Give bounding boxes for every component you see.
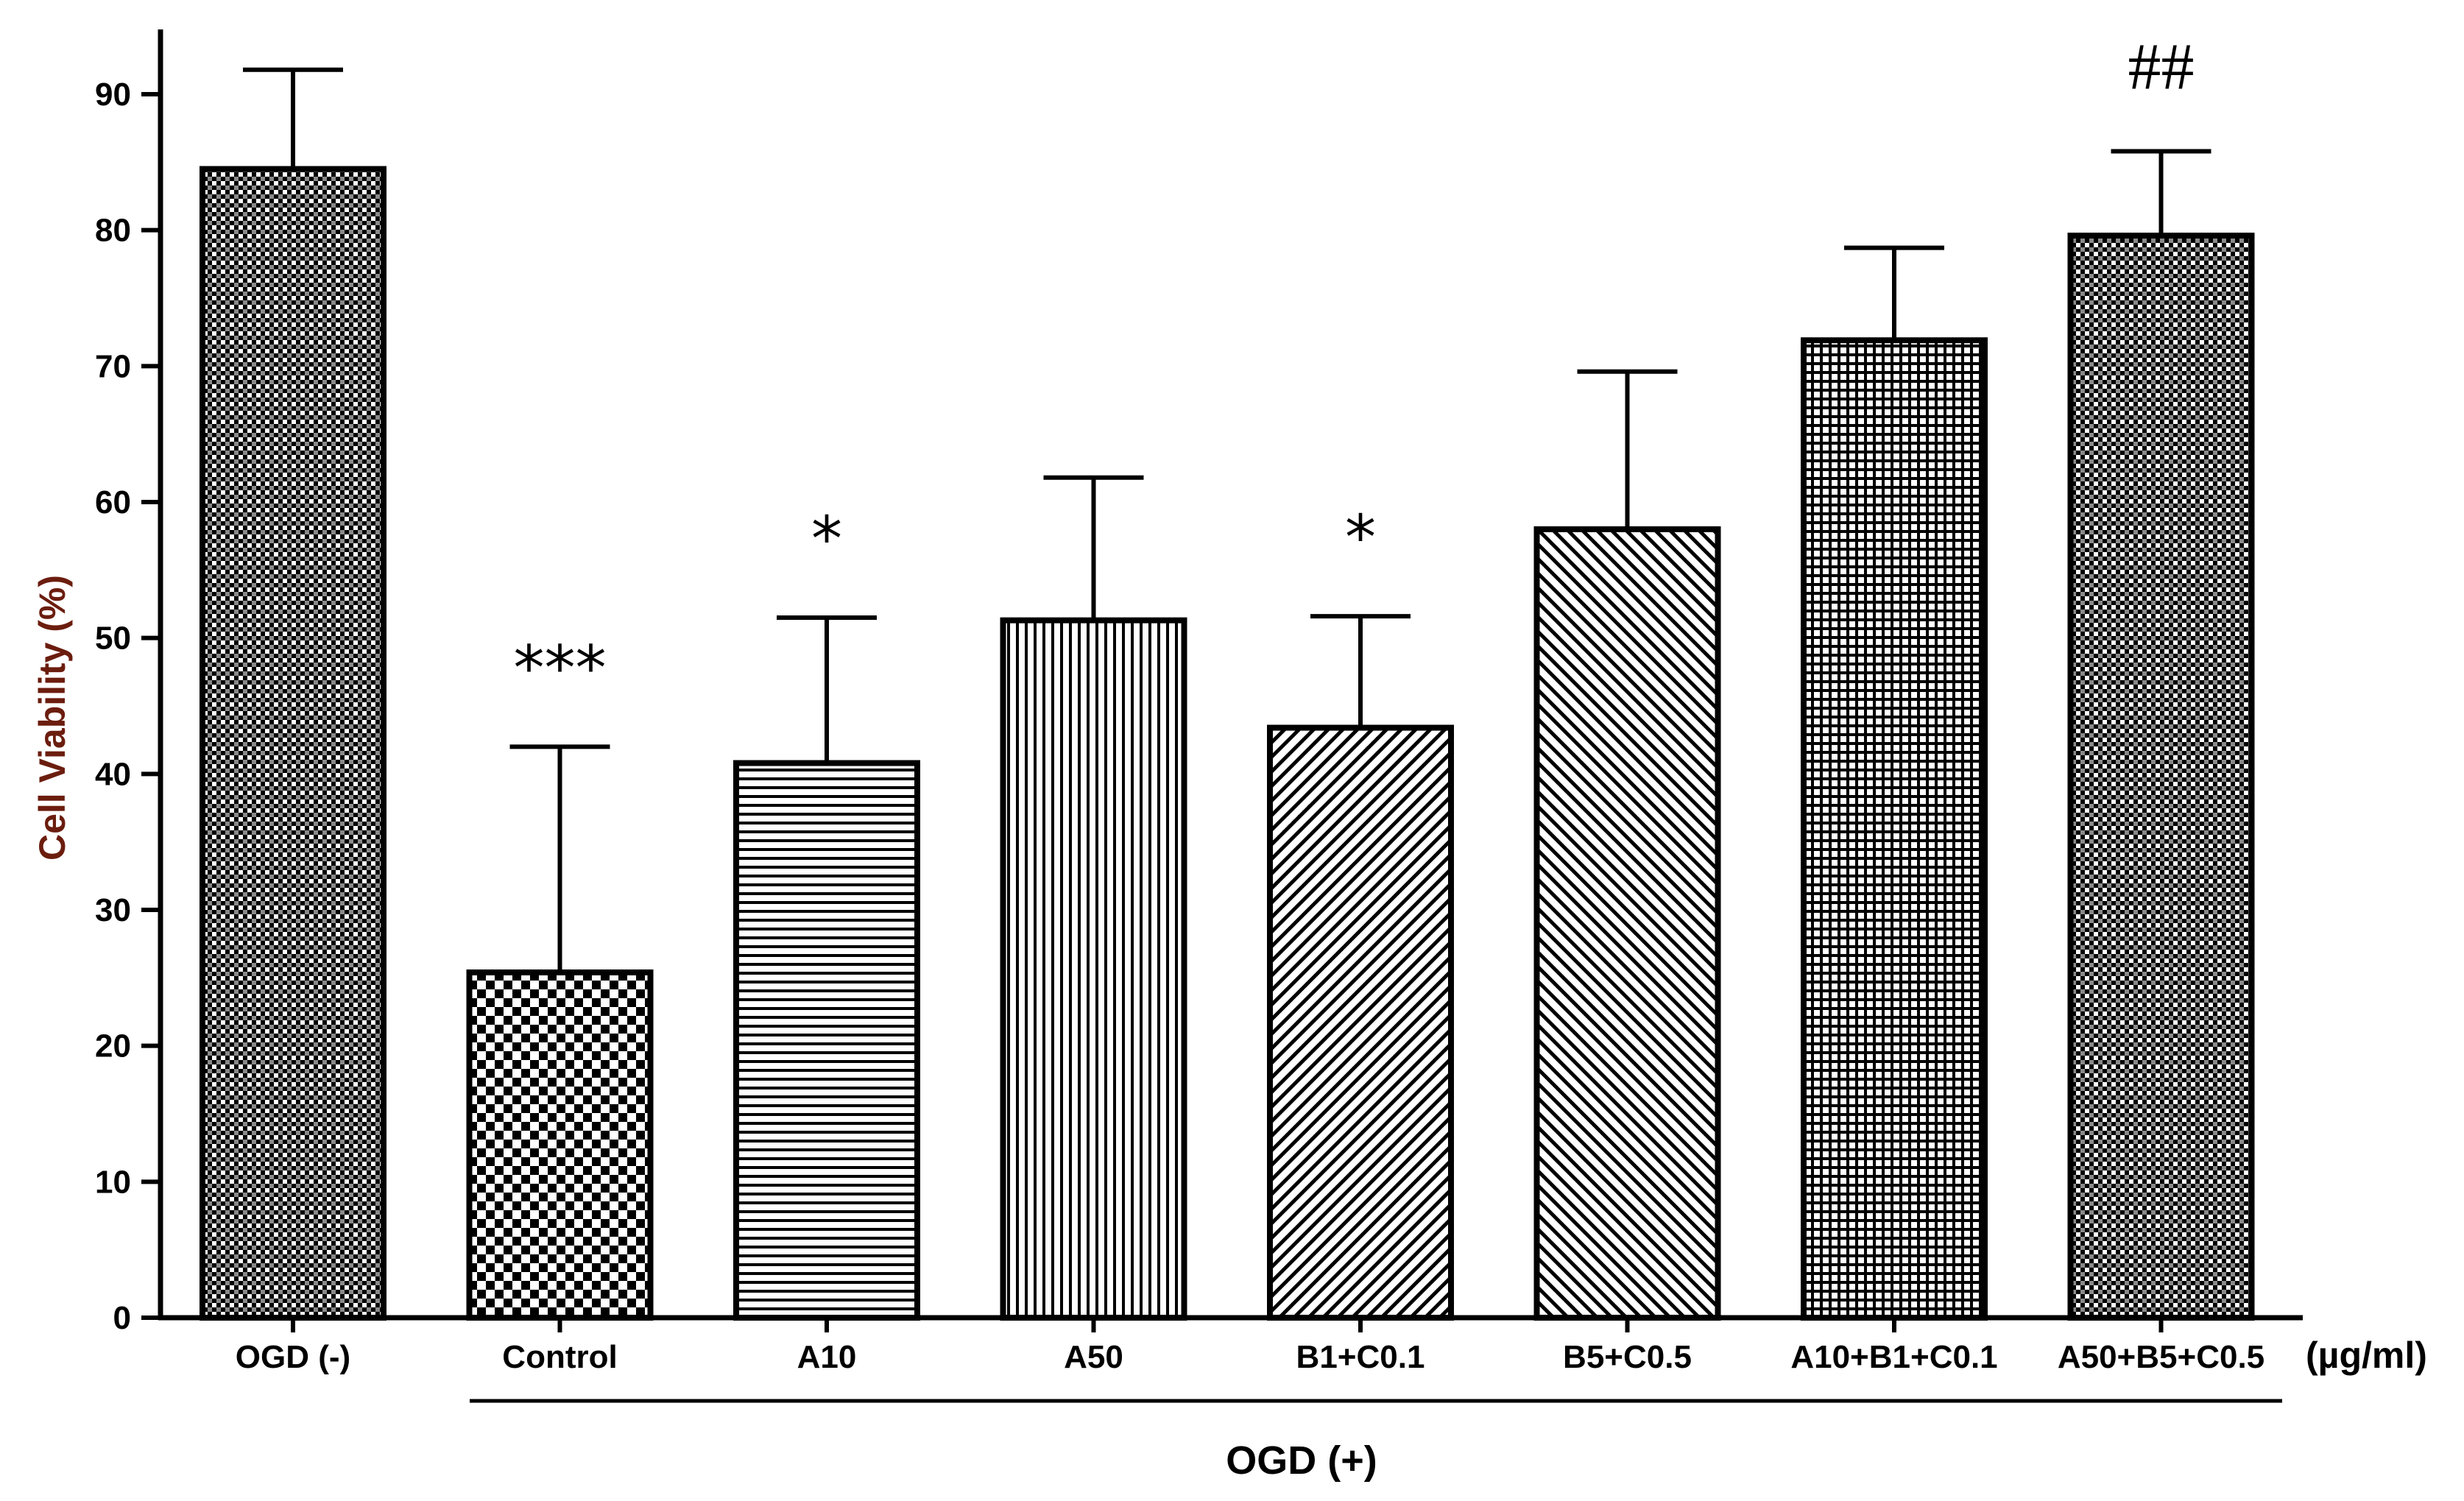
significance-b1-c0-1: * [1345, 501, 1376, 573]
bar-b5-c0-5 [1533, 526, 1721, 1321]
x-tick-label-a50: A50 [1064, 1339, 1123, 1375]
bar-a50 [1000, 617, 1187, 1321]
y-tick-label-20: 20 [95, 1028, 131, 1064]
y-tick-label-60: 60 [95, 484, 131, 520]
x-tick-label-ogd: OGD (-) [236, 1339, 350, 1375]
y-tick-label-70: 70 [95, 348, 131, 384]
bar-a10-b1-c0-1 [1801, 337, 1988, 1321]
significance-a10: * [811, 503, 842, 575]
bar-a50-b5-c0-5 [2067, 233, 2255, 1321]
y-tick-label-40: 40 [95, 756, 131, 792]
y-tick-label-90: 90 [95, 77, 131, 113]
significance-a50-b5-c0-5: ## [2128, 31, 2195, 104]
x-tick-label-b5-c0-5: B5+C0.5 [1563, 1339, 1692, 1375]
y-tick-label-10: 10 [95, 1164, 131, 1200]
x-tick-label-a10-b1-c0-1: A10+B1+C0.1 [1790, 1339, 1997, 1375]
x-tick-label-control: Control [502, 1339, 617, 1375]
x-tick-label-a50-b5-c0-5: A50+B5+C0.5 [2058, 1339, 2264, 1375]
bar-ogd [200, 166, 386, 1321]
group-label: OGD (+) [1226, 1438, 1377, 1483]
bar-control [466, 969, 654, 1321]
y-axis-label: Cell Viability (%) [32, 575, 73, 861]
y-tick-label-80: 80 [95, 213, 131, 249]
significance-control: *** [514, 632, 607, 704]
y-tick-label-30: 30 [95, 892, 131, 928]
unit-label: (µg/ml) [2306, 1335, 2427, 1376]
x-tick-label-b1-c0-1: B1+C0.1 [1296, 1339, 1425, 1375]
x-tick-label-a10: A10 [797, 1339, 857, 1375]
bar-b1-c0-1 [1267, 724, 1454, 1321]
y-tick-label-50: 50 [95, 621, 131, 657]
bar-a10 [733, 760, 920, 1321]
y-tick-label-0: 0 [113, 1300, 131, 1336]
